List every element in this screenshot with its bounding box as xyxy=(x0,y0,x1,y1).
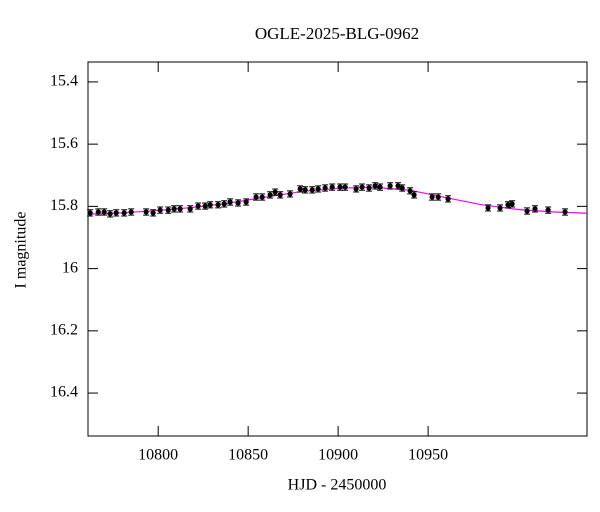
data-point xyxy=(253,194,259,200)
x-tick-label: 10900 xyxy=(318,447,358,464)
data-point xyxy=(157,207,163,213)
data-point xyxy=(297,186,303,192)
data-point xyxy=(259,194,265,200)
data-point xyxy=(227,199,233,205)
data-point xyxy=(435,194,441,200)
data-point xyxy=(532,206,538,212)
y-tick-label: 15.6 xyxy=(50,135,78,152)
data-point xyxy=(277,192,283,198)
data-point xyxy=(372,183,378,189)
data-point xyxy=(243,199,249,205)
data-point xyxy=(497,205,503,211)
data-point xyxy=(171,206,177,212)
data-point xyxy=(509,201,515,207)
data-point xyxy=(207,202,213,208)
data-point xyxy=(329,184,335,190)
data-point xyxy=(143,209,149,215)
data-point xyxy=(235,200,241,206)
chart-title: OGLE-2025-BLG-0962 xyxy=(255,24,419,43)
data-point xyxy=(342,184,348,190)
data-point xyxy=(429,194,435,200)
plot-frame xyxy=(87,61,588,437)
y-tick-label: 15.8 xyxy=(50,197,78,214)
data-point xyxy=(562,209,568,215)
data-point xyxy=(272,189,278,195)
y-tick-label: 16 xyxy=(62,259,78,276)
data-point xyxy=(287,191,293,197)
data-point xyxy=(101,209,107,215)
data-point xyxy=(377,184,383,190)
data-point xyxy=(399,185,405,191)
data-point xyxy=(366,185,372,191)
data-point xyxy=(113,210,119,216)
data-point xyxy=(337,184,343,190)
data-point xyxy=(524,208,530,214)
x-tick-label: 10950 xyxy=(408,447,448,464)
data-point xyxy=(485,205,491,211)
data-point xyxy=(215,202,221,208)
y-tick-label: 16.2 xyxy=(50,322,78,339)
x-tick-label: 10800 xyxy=(138,447,178,464)
data-point xyxy=(107,211,113,217)
data-point xyxy=(315,186,321,192)
data-point xyxy=(195,203,201,209)
x-axis-label: HJD - 2450000 xyxy=(288,477,387,494)
data-point xyxy=(87,210,93,216)
data-point xyxy=(411,192,417,198)
data-point xyxy=(407,188,413,194)
data-point xyxy=(505,202,511,208)
data-point xyxy=(353,186,359,192)
data-point xyxy=(187,206,193,212)
data-point xyxy=(150,210,156,216)
data-point xyxy=(302,187,308,193)
data-point xyxy=(267,192,273,198)
data-point xyxy=(165,207,171,213)
data-point xyxy=(545,207,551,213)
data-point xyxy=(445,196,451,202)
data-point xyxy=(359,184,365,190)
y-tick-label: 15.4 xyxy=(50,73,78,90)
data-point xyxy=(322,185,328,191)
data-point xyxy=(177,206,183,212)
data-point xyxy=(387,183,393,189)
data-point xyxy=(95,209,101,215)
data-point xyxy=(202,203,208,209)
data-point xyxy=(121,210,127,216)
y-axis-label: I magnitude xyxy=(13,212,30,289)
data-point xyxy=(128,209,134,215)
x-tick-label: 10850 xyxy=(228,447,268,464)
data-point xyxy=(309,187,315,193)
y-tick-label: 16.4 xyxy=(50,384,78,401)
data-point xyxy=(221,201,227,207)
